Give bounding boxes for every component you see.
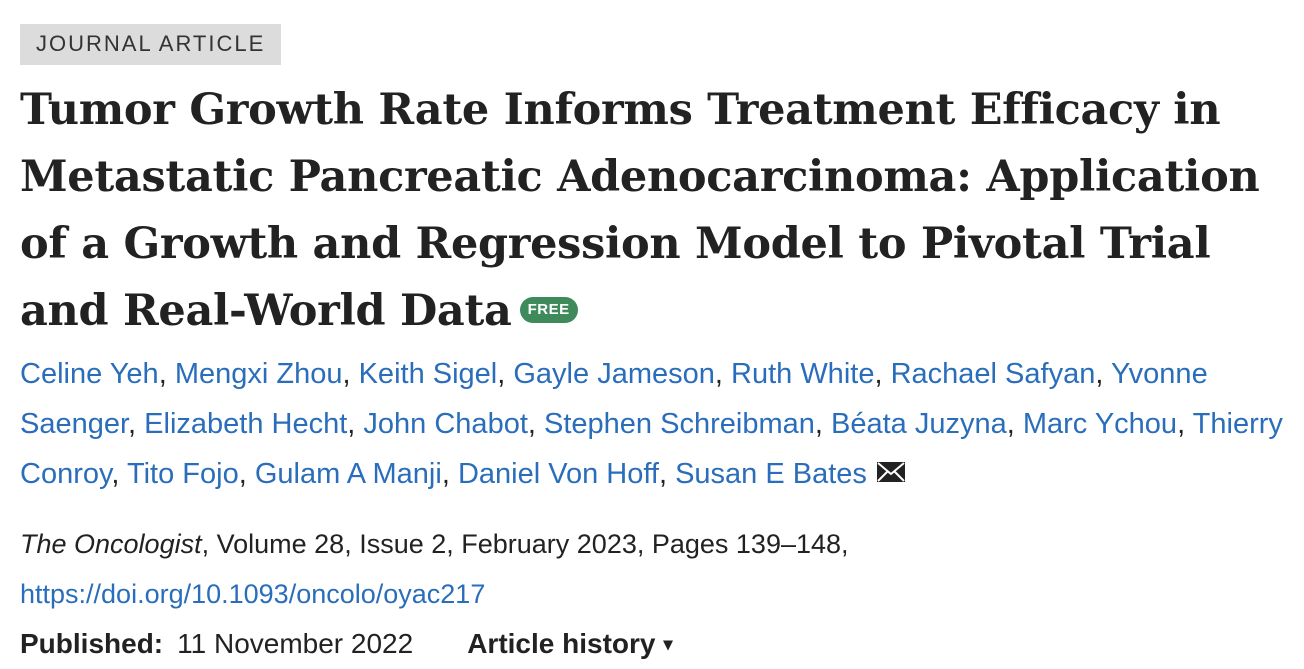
- author-separator: ,: [497, 358, 506, 390]
- article-history-label: Article history: [467, 628, 656, 659]
- author-separator: ,: [1006, 408, 1015, 440]
- author-link[interactable]: Thierry Conroy: [20, 408, 1283, 490]
- author-separator: ,: [347, 408, 356, 440]
- author-separator: ,: [658, 458, 667, 490]
- article-type-badge: JOURNAL ARTICLE: [20, 24, 282, 65]
- author-link[interactable]: Tito Fojo: [126, 458, 239, 490]
- author-link[interactable]: Rachael Safyan: [890, 358, 1096, 390]
- author-link[interactable]: Susan E Bates: [675, 458, 867, 490]
- author-separator: ,: [128, 408, 137, 440]
- article-history-toggle[interactable]: Article history ▾: [467, 628, 672, 659]
- article-header: JOURNAL ARTICLE Tumor Growth Rate Inform…: [20, 24, 1290, 669]
- author-separator: ,: [158, 358, 167, 390]
- author-separator: ,: [1177, 408, 1186, 440]
- author-link[interactable]: Gayle Jameson: [513, 358, 715, 390]
- author-link[interactable]: Marc Ychou: [1022, 408, 1178, 440]
- publication-info: Published: 11 November 2022 Article histor…: [20, 619, 1290, 669]
- author-list: Celine Yeh, Mengxi Zhou, Keith Sigel, Ga…: [20, 349, 1290, 499]
- citation: The Oncologist, Volume 28, Issue 2, Febr…: [20, 519, 1290, 619]
- author-link[interactable]: Celine Yeh: [20, 358, 159, 390]
- author-separator: ,: [238, 458, 247, 490]
- citation-details: , Volume 28, Issue 2, February 2023, Pag…: [201, 529, 849, 559]
- doi-link[interactable]: https://doi.org/10.1093/oncolo/oyac217: [20, 579, 486, 609]
- author-link[interactable]: Elizabeth Hecht: [144, 408, 348, 440]
- author-separator: ,: [814, 408, 823, 440]
- author-link[interactable]: Stephen Schreibman: [544, 408, 815, 440]
- author-link[interactable]: John Chabot: [363, 408, 528, 440]
- author-link[interactable]: Béata Juzyna: [830, 408, 1007, 440]
- author-link[interactable]: Keith Sigel: [358, 358, 498, 390]
- author-separator: ,: [527, 408, 536, 440]
- author-separator: ,: [1095, 358, 1104, 390]
- citation-line: The Oncologist, Volume 28, Issue 2, Febr…: [20, 519, 1290, 569]
- author-link[interactable]: Mengxi Zhou: [174, 358, 343, 390]
- free-access-badge: FREE: [519, 297, 578, 323]
- published-label: Published:: [20, 628, 164, 659]
- author-link[interactable]: Gulam A Manji: [254, 458, 442, 490]
- article-title-text: Tumor Growth Rate Informs Treatment Effi…: [20, 85, 1260, 336]
- author-separator: ,: [441, 458, 450, 490]
- envelope-icon[interactable]: [876, 448, 905, 498]
- author-link[interactable]: Ruth White: [731, 358, 875, 390]
- author-separator: ,: [111, 458, 120, 490]
- author-separator: ,: [714, 358, 723, 390]
- article-title: Tumor Growth Rate Informs Treatment Effi…: [20, 77, 1290, 345]
- journal-name: The Oncologist: [20, 529, 202, 559]
- published-date: 11 November 2022: [177, 628, 414, 659]
- author-link[interactable]: Daniel Von Hoff: [457, 458, 659, 490]
- author-link[interactable]: Yvonne Saenger: [20, 358, 1208, 440]
- author-separator: ,: [342, 358, 351, 390]
- author-separator: ,: [874, 358, 883, 390]
- caret-down-icon: ▾: [663, 633, 673, 654]
